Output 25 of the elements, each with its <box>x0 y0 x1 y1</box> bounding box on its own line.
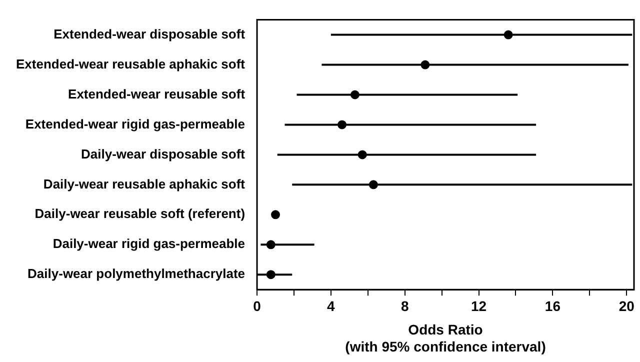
x-tick-label: 12 <box>470 298 487 314</box>
point <box>271 210 280 220</box>
x-tick-label: 4 <box>327 298 336 314</box>
y-tick-label: Extended-wear disposable soft <box>54 26 246 42</box>
x-tick-label: 0 <box>253 298 262 314</box>
y-tick-label: Extended-wear reusable aphakic soft <box>16 56 246 72</box>
x-tick-label: 20 <box>618 298 635 314</box>
y-tick-label: Daily-wear disposable soft <box>81 146 246 162</box>
point <box>504 30 513 40</box>
point <box>368 180 378 190</box>
point <box>338 120 347 130</box>
y-tick-label: Extended-wear reusable soft <box>68 86 246 102</box>
x-tick-label: 8 <box>400 298 409 314</box>
x-tick-label: 16 <box>544 298 561 314</box>
point <box>266 240 276 250</box>
y-tick-label: Daily-wear polymethylmethacrylate <box>28 266 246 282</box>
y-tick-label: Daily-wear reusable soft (referent) <box>34 206 246 222</box>
point <box>420 60 430 70</box>
y-tick-label: Daily-wear reusable aphakic soft <box>43 176 246 192</box>
y-tick-label: Extended-wear rigid gas-permeable <box>25 116 246 132</box>
point <box>350 90 360 100</box>
x-axis-title: Odds Ratio (with 95% confidence interval) <box>345 322 546 354</box>
y-tick-label: Daily-wear rigid gas-permeable <box>52 236 246 252</box>
point <box>358 150 367 160</box>
point <box>266 270 276 280</box>
